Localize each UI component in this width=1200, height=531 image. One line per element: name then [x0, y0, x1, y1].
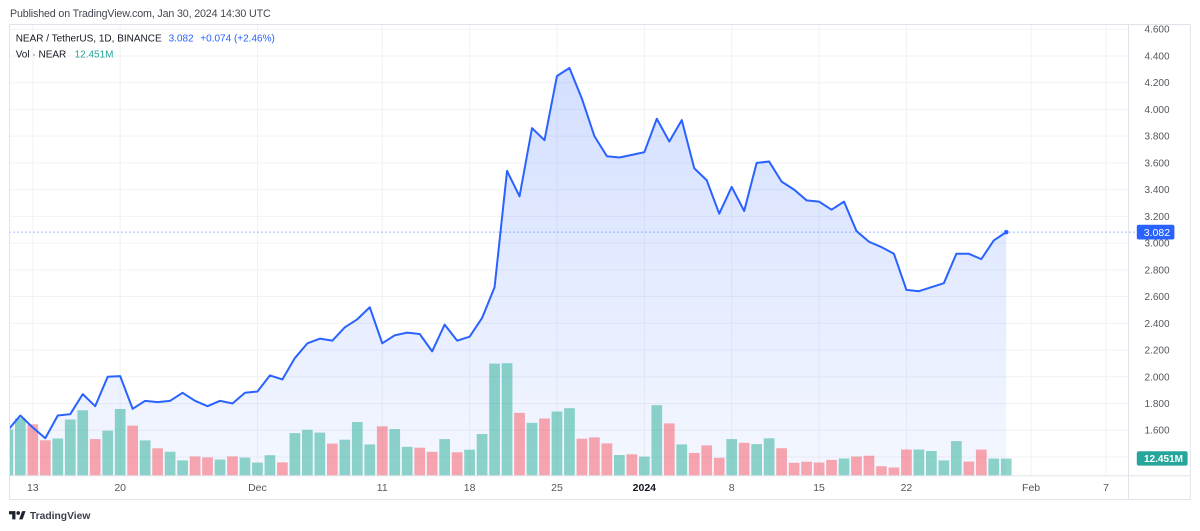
svg-text:+0.074 (+2.46%): +0.074 (+2.46%)	[200, 33, 274, 44]
svg-text:1.600: 1.600	[1145, 426, 1170, 437]
svg-text:25: 25	[551, 482, 563, 494]
svg-text:4.200: 4.200	[1145, 78, 1170, 89]
svg-text:13: 13	[27, 482, 39, 494]
svg-text:20: 20	[114, 482, 126, 494]
svg-text:3.400: 3.400	[1145, 185, 1170, 196]
svg-text:11: 11	[377, 482, 388, 494]
svg-text:2.000: 2.000	[1145, 372, 1170, 383]
svg-text:2.200: 2.200	[1145, 346, 1170, 357]
svg-text:1.800: 1.800	[1145, 399, 1170, 410]
svg-text:4.000: 4.000	[1145, 105, 1170, 116]
svg-text:18: 18	[464, 482, 476, 494]
svg-text:2.400: 2.400	[1145, 319, 1170, 330]
svg-text:3.000: 3.000	[1145, 239, 1170, 250]
svg-text:12.451M: 12.451M	[75, 50, 114, 61]
svg-text:2.800: 2.800	[1145, 265, 1170, 276]
svg-text:3.600: 3.600	[1145, 158, 1170, 169]
svg-text:4.600: 4.600	[1145, 25, 1170, 36]
svg-text:8: 8	[729, 482, 735, 494]
svg-text:Feb: Feb	[1022, 482, 1040, 494]
svg-text:3.082: 3.082	[1144, 227, 1170, 239]
svg-text:2.600: 2.600	[1145, 292, 1170, 303]
svg-text:3.800: 3.800	[1145, 132, 1170, 143]
svg-text:3.082: 3.082	[169, 33, 194, 44]
svg-text:2024: 2024	[633, 482, 657, 494]
svg-text:Published on TradingView.com,: Published on TradingView.com, Jan 30, 20…	[10, 8, 271, 20]
svg-text:3.200: 3.200	[1145, 212, 1170, 223]
svg-text:7: 7	[1103, 482, 1109, 494]
svg-text:4.400: 4.400	[1145, 51, 1170, 62]
svg-text:TradingView: TradingView	[30, 511, 91, 522]
svg-text:15: 15	[813, 482, 825, 494]
svg-text:12.451M: 12.451M	[1144, 454, 1183, 465]
svg-text:22: 22	[901, 482, 913, 494]
svg-text:Vol · NEAR: Vol · NEAR	[16, 50, 67, 61]
svg-text:Dec: Dec	[248, 482, 267, 494]
svg-text:NEAR / TetherUS, 1D, BINANCE: NEAR / TetherUS, 1D, BINANCE	[16, 33, 162, 44]
